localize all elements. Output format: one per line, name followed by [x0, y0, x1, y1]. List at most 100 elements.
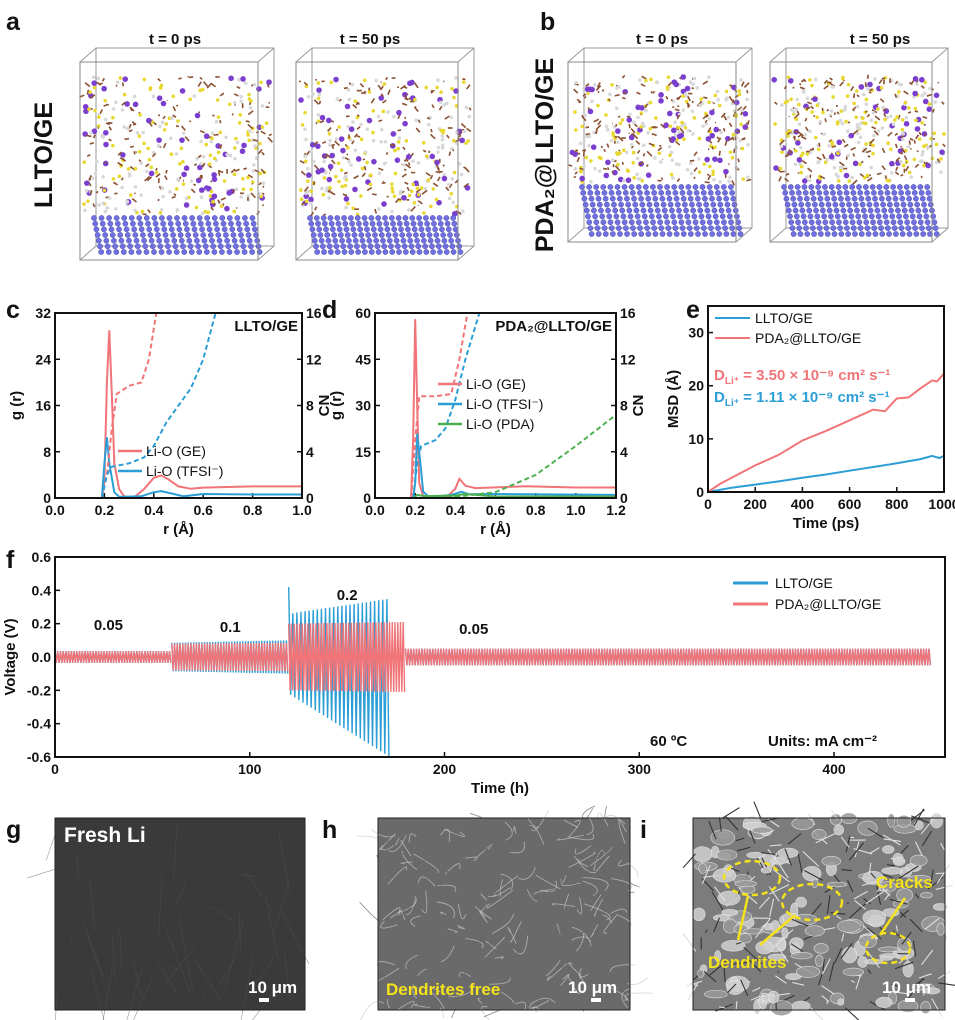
lattice-atom — [593, 184, 600, 190]
atom — [209, 189, 214, 194]
lattice-atom — [666, 231, 673, 237]
lattice-atom — [362, 220, 369, 227]
bond — [464, 166, 470, 173]
bond — [650, 91, 653, 94]
lattice-atom — [169, 226, 175, 233]
lattice-atom — [359, 237, 366, 244]
lattice-atom — [449, 243, 456, 250]
bond — [200, 175, 203, 180]
bond — [173, 193, 177, 197]
atom — [901, 104, 907, 111]
atom — [681, 94, 685, 98]
atom — [794, 117, 799, 122]
lattice-atom — [588, 195, 595, 202]
atom — [780, 150, 784, 154]
lattice-atom — [781, 184, 787, 190]
lattice-atom — [382, 215, 388, 221]
bond — [865, 110, 868, 113]
box-edge — [79, 47, 97, 63]
atom — [127, 174, 132, 178]
atom — [396, 109, 402, 116]
atom — [611, 133, 616, 138]
dendrite-particle — [734, 880, 757, 888]
atom — [114, 207, 118, 211]
surface-fiber — [458, 972, 472, 978]
atom — [925, 162, 931, 169]
atom — [579, 175, 585, 182]
surface-fiber — [480, 893, 488, 901]
atom — [107, 196, 112, 200]
atom — [409, 189, 414, 194]
bond — [740, 81, 745, 87]
bond — [852, 93, 856, 99]
atom — [416, 161, 421, 165]
atom — [179, 88, 186, 94]
lattice-atom — [318, 237, 325, 244]
lattice-atom — [639, 201, 646, 208]
atom — [897, 90, 901, 94]
md-snapshot-llto-0ps — [79, 47, 275, 261]
lattice-atom — [667, 201, 674, 208]
atom — [718, 180, 722, 184]
y-tick-label: 0.6 — [32, 549, 52, 565]
surface-fiber — [549, 888, 557, 902]
atom — [176, 119, 180, 123]
lattice-atom — [647, 207, 654, 214]
atom — [440, 143, 445, 148]
atom — [97, 115, 101, 119]
bond — [212, 202, 217, 206]
atom — [677, 130, 682, 134]
dendrite-particle — [804, 925, 825, 937]
bond — [299, 159, 305, 164]
bond — [800, 79, 806, 83]
atom — [864, 97, 869, 102]
bond — [881, 165, 886, 171]
lattice-atom — [191, 226, 198, 233]
surface-fiber — [572, 808, 594, 828]
crack — [784, 848, 792, 866]
atom — [416, 192, 421, 197]
bond — [811, 147, 815, 151]
atom — [91, 176, 95, 181]
atom — [889, 160, 895, 167]
surface-fiber — [500, 873, 514, 890]
crack — [682, 932, 697, 952]
atom — [626, 117, 633, 123]
bond — [306, 150, 310, 156]
atom — [328, 185, 332, 190]
atom — [713, 126, 720, 133]
lattice-atom — [186, 237, 193, 244]
atom — [82, 202, 86, 206]
bond — [105, 122, 111, 126]
lattice-atom — [672, 190, 679, 196]
atom — [464, 105, 469, 110]
atom — [914, 118, 918, 123]
lattice-atom — [147, 232, 154, 238]
lattice-atom — [199, 226, 205, 233]
lattice-atom — [890, 219, 897, 226]
atom — [901, 131, 906, 136]
atom — [854, 115, 859, 120]
bond — [894, 132, 899, 137]
lattice-atom — [712, 213, 719, 220]
bond — [108, 126, 113, 131]
current-density-label: 0.2 — [337, 587, 358, 604]
lattice-atom — [448, 237, 455, 244]
bond — [819, 175, 826, 180]
atom — [204, 142, 209, 147]
y-tick-label: -0.6 — [27, 749, 51, 765]
lattice-atom — [367, 243, 374, 250]
atom — [167, 116, 172, 121]
bond — [707, 174, 712, 181]
atom — [351, 120, 355, 124]
bond — [245, 120, 250, 123]
lattice-atom — [834, 213, 841, 220]
bond — [260, 130, 266, 135]
lattice-atom — [137, 220, 144, 227]
bond — [793, 130, 799, 134]
lattice-atom — [220, 220, 227, 227]
atom — [663, 122, 669, 129]
surface-fiber — [378, 971, 403, 994]
lattice-atom — [368, 215, 375, 221]
bond — [882, 108, 887, 112]
